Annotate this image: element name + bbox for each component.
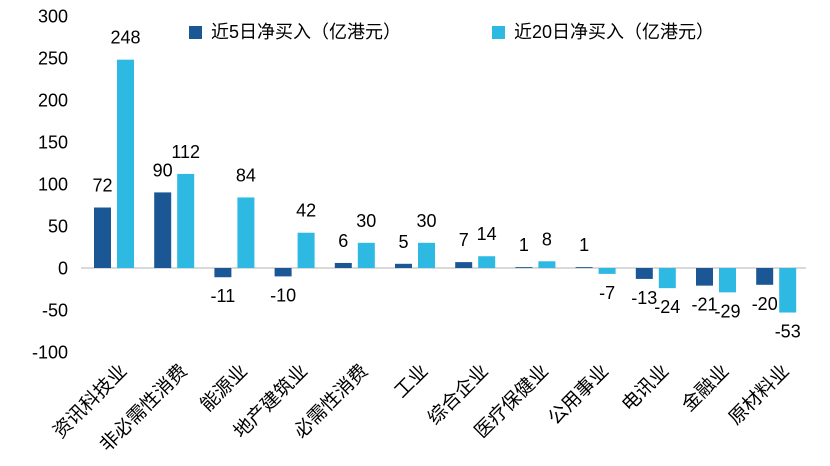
data-label: 8 — [542, 229, 552, 249]
x-axis-label: 能源业 — [196, 360, 252, 416]
data-label: 72 — [92, 176, 112, 196]
data-label: -21 — [691, 295, 717, 315]
y-axis-tick-label: 0 — [58, 258, 68, 278]
bar-near20 — [357, 242, 375, 268]
y-axis-tick-label: -100 — [32, 342, 68, 362]
x-axis-label: 金融业 — [678, 360, 734, 416]
y-axis-tick-label: 200 — [38, 90, 68, 110]
x-axis-label: 工业 — [390, 360, 432, 402]
y-axis-tick-label: 50 — [48, 216, 68, 236]
data-label: -20 — [752, 294, 778, 314]
bar-near20 — [297, 232, 315, 268]
x-axis-label: 公用事业 — [544, 360, 613, 429]
data-label: 7 — [459, 230, 469, 250]
data-label: -11 — [211, 286, 236, 306]
data-label: 1 — [579, 235, 589, 255]
bar-near5 — [395, 263, 412, 268]
bar-near20 — [779, 268, 797, 313]
x-axis-label: 原材料业 — [724, 360, 793, 429]
bar-near5 — [575, 267, 593, 268]
x-axis-label: 电讯业 — [617, 360, 673, 416]
data-label: -53 — [775, 322, 801, 342]
data-label: 30 — [416, 211, 436, 231]
data-label: -24 — [654, 297, 680, 317]
bar-near20 — [177, 173, 195, 268]
bar-near5 — [455, 262, 473, 268]
bar-near20 — [237, 197, 255, 268]
bar-near20 — [719, 268, 736, 293]
bar-near20 — [478, 256, 496, 268]
bar-near5 — [756, 268, 774, 285]
bar-near5 — [696, 268, 713, 286]
data-label: 90 — [153, 160, 173, 180]
y-axis-tick-label: 150 — [38, 132, 68, 152]
bar-near20 — [538, 261, 556, 268]
bar-near20 — [598, 268, 616, 274]
data-label: -10 — [270, 285, 296, 305]
y-axis-tick-label: 300 — [38, 6, 68, 26]
bar-near5 — [515, 267, 533, 268]
y-axis-tick-label: 100 — [38, 174, 68, 194]
data-label: -29 — [714, 301, 740, 321]
data-label: 112 — [171, 142, 200, 162]
data-label: 248 — [110, 28, 140, 48]
bar-near20 — [117, 59, 134, 269]
bar-near5 — [635, 268, 653, 279]
data-label: 42 — [296, 201, 316, 221]
data-label: -13 — [631, 288, 657, 308]
bar-near5 — [154, 192, 172, 268]
bar-near5 — [274, 268, 292, 277]
data-label: -7 — [599, 283, 615, 303]
data-label: 6 — [338, 231, 348, 251]
y-axis-tick-label: 250 — [38, 48, 68, 68]
data-label: 1 — [519, 235, 529, 255]
y-axis-tick-label: -50 — [42, 300, 68, 320]
bar-near20 — [658, 268, 676, 289]
bar-near5 — [94, 207, 111, 268]
data-label: 84 — [236, 165, 256, 185]
bar-near20 — [418, 242, 435, 268]
bar-near5 — [214, 268, 232, 278]
data-label: 5 — [398, 232, 408, 252]
data-label: 14 — [477, 224, 497, 244]
data-label: 30 — [356, 211, 376, 231]
bar-near5 — [334, 262, 352, 268]
